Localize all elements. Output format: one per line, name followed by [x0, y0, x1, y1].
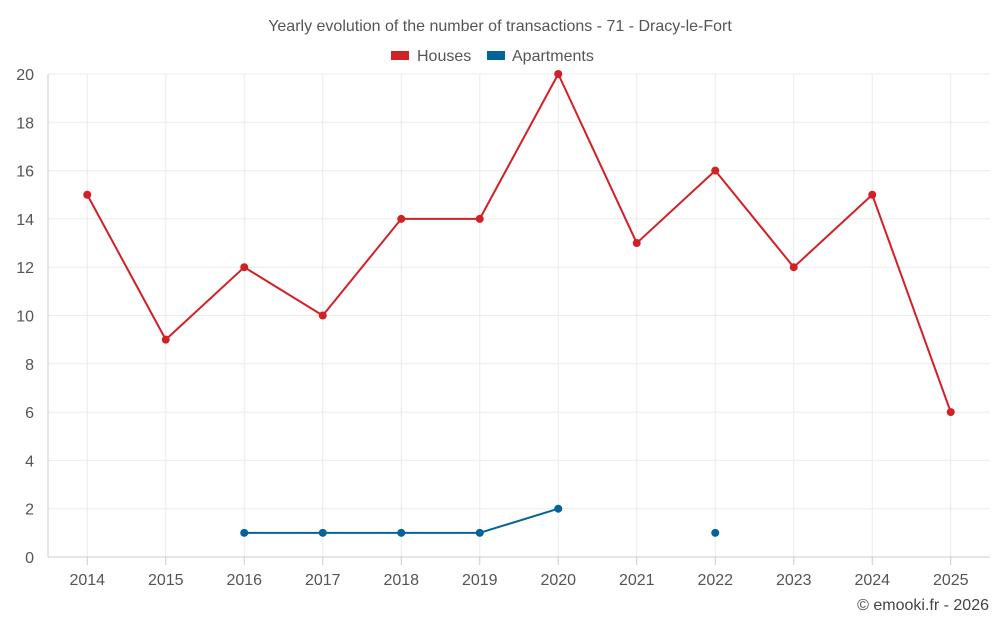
x-tick-label: 2024 — [854, 572, 890, 589]
credit-text: © emooki.fr - 2026 — [857, 597, 989, 614]
x-tick-label: 2021 — [619, 572, 655, 589]
x-tick-label: 2022 — [697, 572, 733, 589]
legend-swatch-apartments — [487, 51, 505, 60]
x-tick-label: 2017 — [305, 572, 341, 589]
series-apartments — [240, 504, 720, 537]
x-tick-label: 2018 — [383, 572, 419, 589]
series — [83, 70, 955, 537]
data-point-houses-2025[interactable] — [946, 408, 955, 417]
legend-item-apartments[interactable]: Apartments — [487, 48, 594, 65]
data-point-houses-2020[interactable] — [554, 70, 563, 78]
chart-title: Yearly evolution of the number of transa… — [268, 18, 732, 35]
legend-swatch-houses — [391, 51, 409, 60]
data-point-houses-2017[interactable] — [318, 311, 327, 320]
legend-item-houses[interactable]: Houses — [391, 48, 471, 65]
y-tick-label: 6 — [25, 405, 34, 422]
data-point-houses-2021[interactable] — [632, 239, 641, 248]
data-point-houses-2014[interactable] — [83, 190, 92, 199]
data-point-houses-2018[interactable] — [397, 214, 406, 223]
x-tick-label: 2019 — [462, 572, 498, 589]
y-tick-label: 18 — [16, 115, 34, 132]
data-point-houses-2016[interactable] — [240, 263, 249, 272]
x-tick-label: 2023 — [776, 572, 812, 589]
data-point-apartments-2016[interactable] — [240, 528, 249, 537]
y-tick-label: 10 — [16, 309, 34, 326]
data-point-apartments-2019[interactable] — [475, 528, 484, 537]
data-point-apartments-2017[interactable] — [318, 528, 327, 537]
x-tick-label: 2016 — [226, 572, 262, 589]
data-point-apartments-2018[interactable] — [397, 528, 406, 537]
legend: Houses Apartments — [391, 48, 594, 65]
x-tick-label: 2020 — [540, 572, 576, 589]
y-tick-label: 16 — [16, 164, 34, 181]
y-tick-label: 20 — [16, 67, 34, 84]
y-tick-label: 2 — [25, 502, 34, 519]
y-tick-label: 12 — [16, 260, 34, 277]
data-point-apartments-2022[interactable] — [711, 528, 720, 537]
series-houses — [83, 70, 955, 417]
y-tick-label: 8 — [25, 357, 34, 374]
data-point-houses-2023[interactable] — [789, 263, 798, 272]
series-line-houses — [86, 73, 952, 413]
data-point-houses-2024[interactable] — [868, 190, 877, 199]
y-tick-label: 0 — [25, 550, 34, 567]
data-point-houses-2015[interactable] — [161, 335, 170, 344]
x-tick-label: 2025 — [933, 572, 969, 589]
data-point-houses-2019[interactable] — [475, 214, 484, 223]
legend-label-houses: Houses — [417, 48, 471, 65]
y-tick-label: 14 — [16, 212, 34, 229]
axes: 0 2 4 6 8 10 12 14 16 18 20 2014 2015 2016 2017 2018 201… — [16, 67, 990, 589]
x-tick-label: 2014 — [69, 572, 105, 589]
data-point-apartments-2020[interactable] — [554, 504, 563, 513]
x-tick-label: 2015 — [148, 572, 184, 589]
data-point-houses-2022[interactable] — [711, 166, 720, 175]
y-tick-label: 4 — [25, 453, 34, 470]
legend-label-apartments: Apartments — [512, 48, 594, 65]
